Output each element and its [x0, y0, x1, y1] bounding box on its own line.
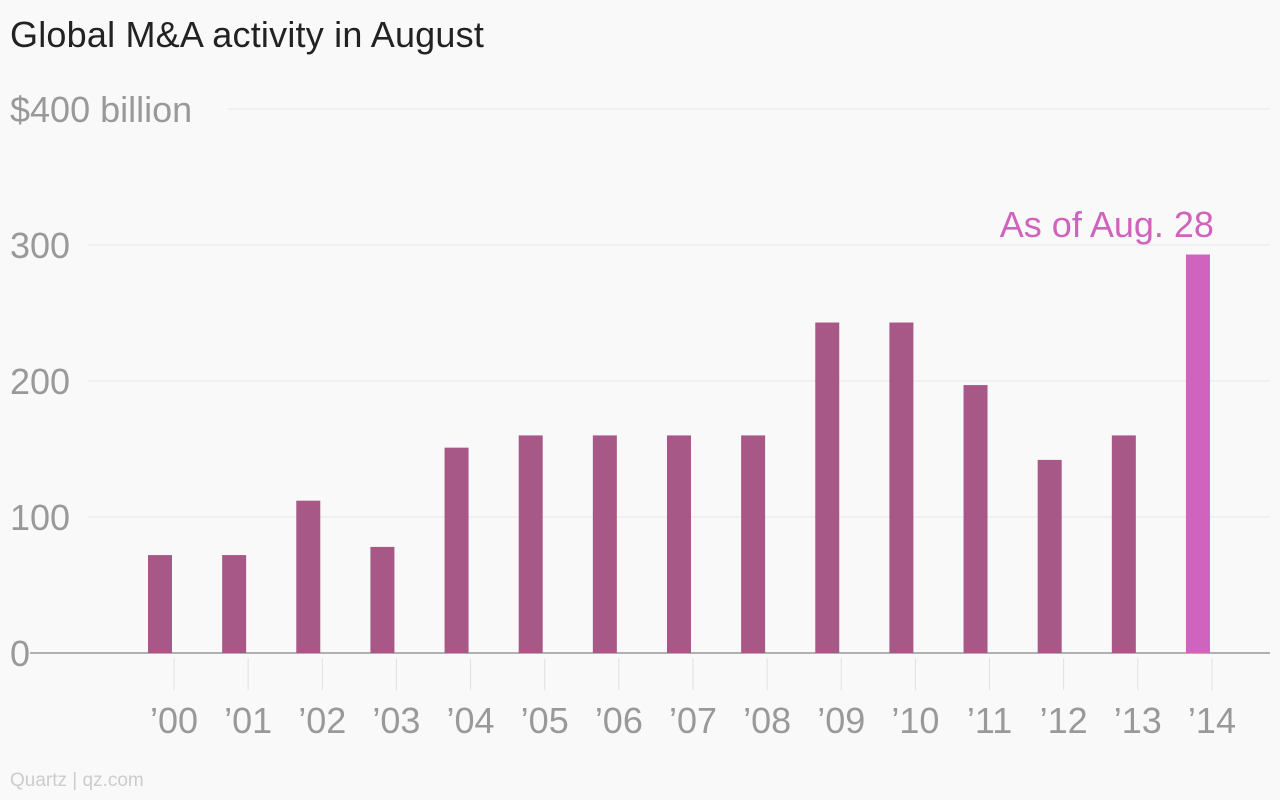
bar-8 [741, 435, 766, 653]
x-tick-label-8: ’08 [743, 700, 791, 741]
y-tick-label-300: 300 [10, 225, 70, 266]
annotation-as-of: As of Aug. 28 [1000, 204, 1214, 245]
chart-title: Global M&A activity in August [10, 14, 485, 55]
annotations: As of Aug. 28 [1000, 204, 1214, 245]
bar-11 [963, 385, 988, 653]
bar-14 [1185, 254, 1210, 653]
x-tick-label-3: ’03 [372, 700, 420, 741]
x-tick-label-1: ’01 [224, 700, 272, 741]
x-tick-label-0: ’00 [150, 700, 198, 741]
grid-lines [88, 108, 1270, 518]
bar-9 [815, 322, 840, 653]
bar-4 [444, 447, 469, 653]
x-axis: ’00 ’01 ’02 ’03 ’04 ’05 ’06 ’07 ’08 ’09 ’10 ’11 ’12 ’… [30, 652, 1270, 741]
x-tick-label-12: ’12 [1040, 700, 1088, 741]
bar-12 [1037, 459, 1062, 653]
bar-1 [222, 555, 247, 653]
bar-5 [518, 435, 543, 653]
x-tick-label-2: ’02 [298, 700, 346, 741]
x-tick-label-11: ’11 [967, 700, 1012, 741]
bar-6 [592, 435, 617, 653]
y-tick-label-100: 100 [10, 497, 70, 538]
x-tick-label-5: ’05 [521, 700, 569, 741]
x-tick-label-9: ’09 [817, 700, 865, 741]
bar-3 [370, 546, 395, 653]
bar-0 [148, 555, 172, 653]
y-tick-label-0: 0 [10, 633, 30, 674]
source-credit: Quartz | qz.com [10, 770, 144, 791]
x-tick-label-13: ’13 [1114, 700, 1162, 741]
x-tick-label-6: ’06 [595, 700, 643, 741]
y-tick-label-200: 200 [10, 361, 70, 402]
y-tick-label-400: $400 billion [10, 89, 192, 130]
x-tick-label-4: ’04 [447, 700, 495, 741]
bar-7 [666, 435, 691, 653]
bar-10 [889, 322, 914, 653]
x-tick-label-14: ’14 [1188, 700, 1236, 741]
bar-13 [1111, 435, 1136, 653]
x-tick-label-10: ’10 [891, 700, 939, 741]
x-tick-label-7: ’07 [669, 700, 717, 741]
bar-2 [296, 500, 321, 653]
y-axis-tick-labels: 0 100 200 300 $400 billion [10, 89, 192, 674]
bars [148, 254, 1210, 653]
